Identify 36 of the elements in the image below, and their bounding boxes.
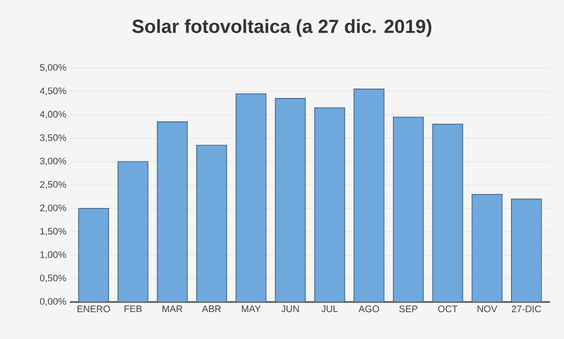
y-tick-label: 2,50% xyxy=(40,181,66,189)
x-tick-label: ENERO xyxy=(78,306,110,312)
x-tick-label: MAR xyxy=(162,306,182,312)
y-tick-label: 5,00% xyxy=(40,64,66,72)
y-tick-label: 0,00% xyxy=(40,298,66,306)
bar xyxy=(511,198,542,302)
bar xyxy=(354,88,384,302)
x-tick-label: JUN xyxy=(281,306,299,312)
x-tick-label: 27-DIC xyxy=(512,306,542,312)
y-tick-label: 4,00% xyxy=(40,110,66,119)
bar xyxy=(196,144,228,302)
bar xyxy=(314,107,346,302)
bar xyxy=(156,121,188,302)
y-tick-label: 1,50% xyxy=(40,228,66,236)
bar xyxy=(392,116,424,302)
bar xyxy=(236,93,266,302)
x-tick-label: NOV xyxy=(478,306,498,312)
bar xyxy=(274,98,306,302)
x-tick-label: AGO xyxy=(358,306,380,312)
x-tick-label: FEB xyxy=(124,306,142,312)
x-tick-label: OCT xyxy=(438,306,458,312)
y-tick-label: 4,50% xyxy=(40,87,66,96)
y-tick-label: 1,00% xyxy=(40,251,66,260)
y-tick-label: 3,50% xyxy=(40,134,66,142)
bar xyxy=(78,208,110,302)
x-tick-label: ABR xyxy=(202,306,221,312)
x-tick-label: SEP xyxy=(399,306,418,312)
x-tick-label: JUL xyxy=(321,306,338,312)
bar xyxy=(118,161,148,302)
y-tick-label: 0,50% xyxy=(40,274,66,283)
chart-title: Solar fotovoltaica (a 27 dic. 2019) xyxy=(132,19,432,37)
x-tick-label: MAY xyxy=(242,306,261,312)
bar xyxy=(432,124,464,302)
y-tick-label: 3,00% xyxy=(40,158,66,166)
bar xyxy=(472,194,502,302)
y-tick-label: 2,00% xyxy=(40,204,66,212)
